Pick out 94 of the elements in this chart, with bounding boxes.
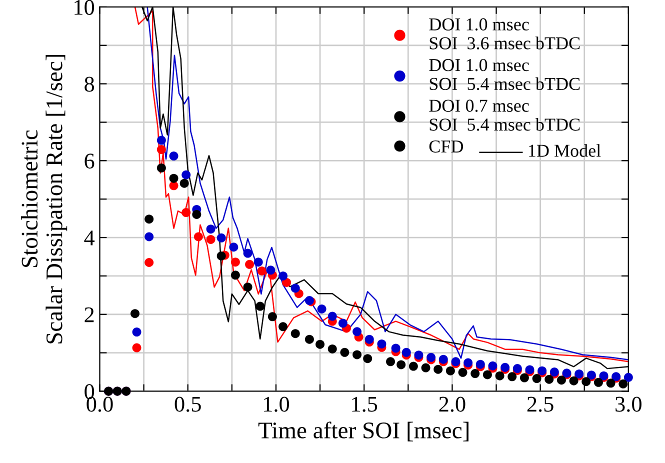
- point: [243, 282, 252, 292]
- point: [476, 360, 485, 369]
- point: [606, 378, 616, 388]
- point: [556, 376, 566, 385]
- point: [192, 210, 202, 219]
- point: [216, 251, 226, 260]
- point: [352, 327, 362, 336]
- y-tick-label: 8: [84, 76, 94, 92]
- point: [544, 374, 554, 384]
- point: [254, 258, 263, 267]
- point: [243, 248, 252, 258]
- point: [386, 357, 396, 366]
- point: [245, 260, 254, 269]
- point: [257, 266, 266, 276]
- y-axis-title: Stoichiometric Scalar Dissipation Rate [1/sec]: [21, 54, 68, 344]
- point: [304, 334, 314, 344]
- point: [482, 370, 492, 380]
- point: [290, 284, 300, 293]
- point: [206, 234, 216, 244]
- point: [230, 258, 240, 267]
- point: [282, 278, 292, 287]
- point: [230, 270, 240, 280]
- point: [464, 358, 473, 368]
- point: [458, 368, 468, 377]
- point: [268, 312, 277, 322]
- point: [278, 322, 288, 332]
- point: [434, 364, 443, 374]
- point: [488, 361, 498, 370]
- point: [206, 224, 216, 234]
- point: [156, 163, 166, 172]
- x-tick-label: 1.5: [352, 396, 378, 412]
- point: [328, 312, 337, 321]
- point: [421, 363, 430, 372]
- point: [364, 334, 374, 344]
- x-tick-label: 1.0: [264, 396, 290, 412]
- point: [340, 348, 350, 357]
- point: [520, 373, 529, 382]
- legend-label: DOI 1.0 msec SOI 3.6 msec bTDC: [429, 18, 580, 50]
- point: [582, 377, 591, 386]
- point: [180, 178, 189, 188]
- point: [338, 318, 348, 328]
- point: [391, 344, 400, 353]
- point: [290, 329, 300, 338]
- point: [132, 343, 142, 352]
- point: [156, 136, 166, 145]
- point: [352, 350, 362, 360]
- x-axis-title: Time after SOI [msec]: [258, 422, 468, 442]
- point: [317, 304, 326, 314]
- legend-label: DOI 1.0 msec SOI 5.4 msec bTDC: [429, 58, 580, 90]
- point: [377, 339, 386, 348]
- point: [408, 362, 418, 371]
- point: [156, 145, 166, 154]
- point: [169, 152, 178, 161]
- x-tick-label: 3.0: [616, 396, 642, 412]
- point: [144, 214, 154, 224]
- x-tick-label: 2.0: [439, 396, 466, 412]
- point: [216, 233, 226, 242]
- annotation: CFD: [429, 140, 464, 153]
- point: [278, 271, 288, 280]
- point: [229, 242, 238, 252]
- point: [328, 344, 337, 354]
- point: [508, 372, 517, 382]
- point: [130, 309, 140, 318]
- point: [624, 372, 633, 382]
- point: [594, 378, 603, 387]
- point: [446, 366, 455, 376]
- point: [569, 376, 578, 386]
- point: [132, 328, 142, 337]
- point: [402, 348, 411, 357]
- legend-label: DOI 0.7 msec SOI 5.4 msec bTDC: [429, 100, 580, 131]
- point: [182, 170, 191, 180]
- annotation: 1D Model: [528, 144, 601, 157]
- point: [266, 266, 276, 275]
- point: [316, 340, 325, 349]
- x-tick-label: 0.5: [174, 396, 201, 412]
- point: [470, 369, 480, 378]
- point: [169, 174, 178, 183]
- point: [144, 258, 154, 267]
- point: [194, 232, 203, 242]
- point: [426, 352, 436, 362]
- point: [532, 374, 542, 384]
- point: [618, 379, 628, 388]
- point: [495, 371, 504, 380]
- point: [438, 354, 448, 364]
- y-tick-label: 10: [74, 0, 94, 15]
- x-tick-label: 2.5: [527, 396, 554, 412]
- y-tick-label: 6: [84, 154, 94, 169]
- point: [396, 360, 406, 370]
- point: [144, 232, 154, 242]
- point: [363, 354, 372, 364]
- point: [256, 302, 265, 311]
- point: [182, 208, 191, 218]
- y-tick-label: 4: [84, 230, 95, 246]
- y-tick-label: 2: [84, 307, 94, 322]
